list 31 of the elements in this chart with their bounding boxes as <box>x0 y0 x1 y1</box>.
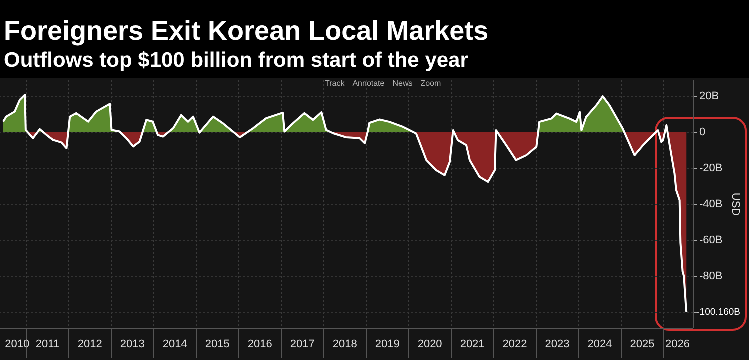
x-tick-label: 2020 <box>418 338 442 350</box>
annotation: Track <box>325 79 345 88</box>
x-tick-label: 2022 <box>502 338 528 350</box>
y-tick-label: -80B <box>700 270 723 282</box>
x-tick-label: 2012 <box>78 338 102 350</box>
y-tick-label: 20B <box>700 90 720 103</box>
x-tick-label: 2024 <box>588 338 612 350</box>
x-tick-label: 2013 <box>120 338 145 350</box>
x-tick-label: 2018 <box>332 338 358 350</box>
x-tick-label: 2026 <box>666 338 690 350</box>
annotation: -100.160B <box>696 307 740 318</box>
chart-subtitle: Outflows top $100 billion from start of the year <box>4 49 468 72</box>
x-tick-label: 2014 <box>162 338 188 350</box>
x-tick-label: 2023 <box>545 338 570 350</box>
y-tick-label: 0 <box>700 126 706 139</box>
annotation: News <box>392 79 413 88</box>
y-axis-title: USD <box>730 192 742 216</box>
x-tick-label: 2017 <box>290 338 315 350</box>
x-tick-label: 2010 <box>5 338 30 350</box>
chart-title: Foreigners Exit Korean Local Markets <box>4 16 489 46</box>
x-tick-label: 2011 <box>36 338 60 350</box>
annotation: Zoom <box>420 79 442 88</box>
x-tick-label: 2016 <box>248 338 272 350</box>
y-tick-label: -60B <box>700 234 723 246</box>
x-tick-label: 2015 <box>205 338 230 350</box>
x-tick-label: 2025 <box>630 338 655 350</box>
y-tick-label: -20B <box>700 162 723 175</box>
x-tick-label: 2021 <box>460 338 485 350</box>
x-tick-label: 2019 <box>375 338 400 350</box>
annotation: Annotate <box>352 79 385 88</box>
y-tick-label: -40B <box>700 198 723 210</box>
